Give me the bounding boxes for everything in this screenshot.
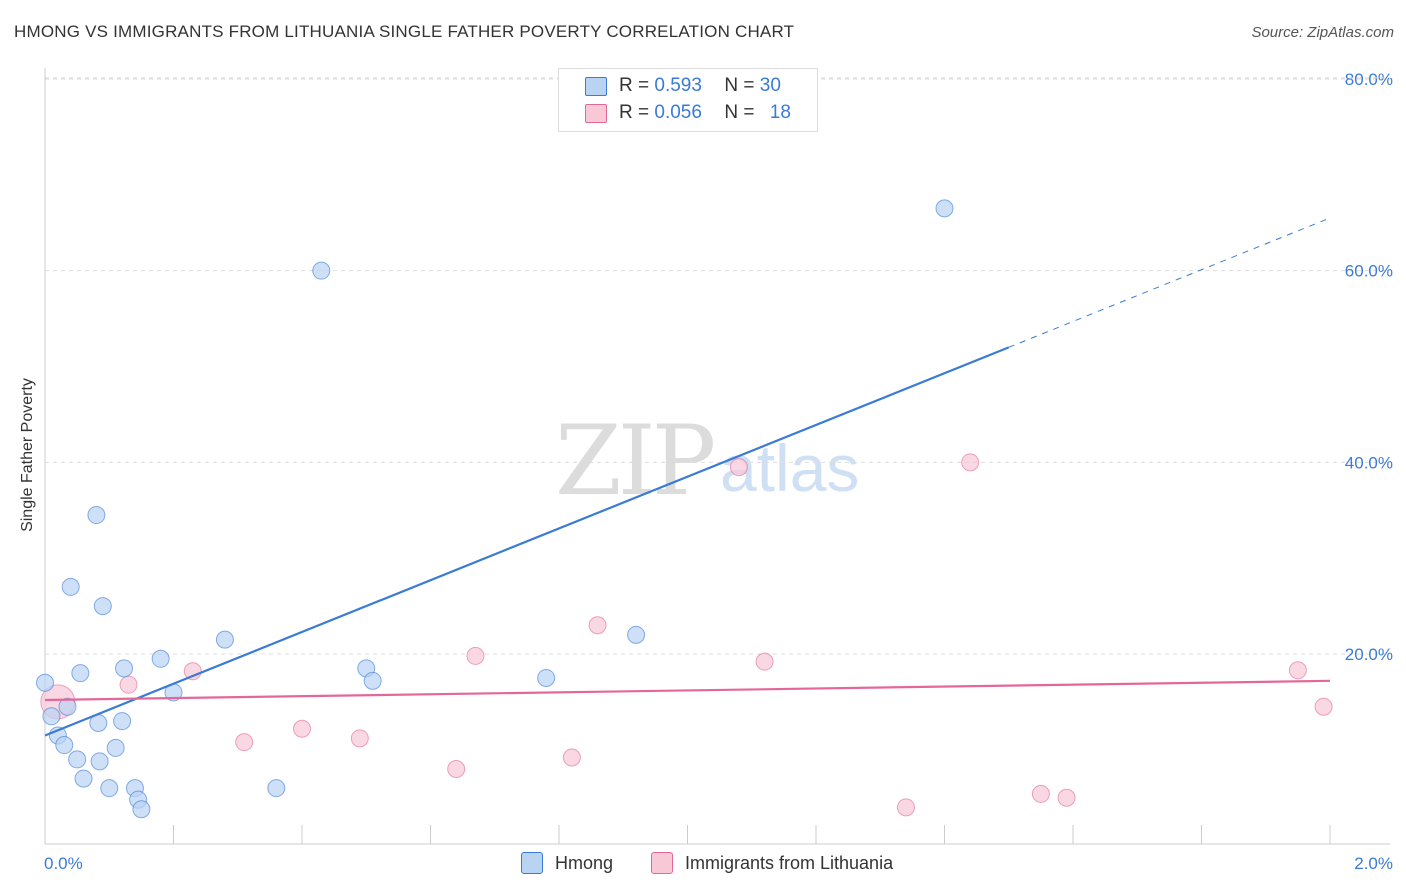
- hmong-point: [215, 630, 234, 649]
- lithuania-point: [729, 458, 748, 477]
- hmong-point: [537, 668, 556, 687]
- hmong-point: [90, 752, 109, 771]
- hmong-point: [100, 779, 119, 798]
- hmong-point: [627, 625, 646, 644]
- legend-n-value: 18: [769, 102, 791, 123]
- chart-title: HMONG VS IMMIGRANTS FROM LITHUANIA SINGL…: [14, 22, 795, 41]
- legend-label-hmong: Hmong: [555, 852, 614, 873]
- hmong-point: [42, 707, 61, 726]
- lithuania-point: [1031, 784, 1050, 803]
- hmong-point: [115, 659, 134, 678]
- legend-n-label: N =: [724, 75, 755, 96]
- legend-r-label: R =: [619, 75, 650, 96]
- lithuania-trend-line: [44, 679, 1331, 702]
- legend-row-hmong: R = 0.593 N = 30: [585, 75, 781, 97]
- hmong-point: [55, 736, 74, 755]
- hmong-point: [113, 712, 132, 731]
- y-tick-label: 60.0%: [1345, 262, 1393, 281]
- hmong-legend-icon: [521, 852, 543, 874]
- lithuania-legend-icon: [651, 852, 673, 874]
- y-tick-label: 80.0%: [1345, 70, 1393, 89]
- hmong-point: [106, 738, 125, 757]
- legend-r-value: 0.056: [654, 102, 702, 123]
- x-tick-label-max: 2.0%: [1354, 854, 1393, 873]
- legend-n-label: N =: [724, 102, 755, 123]
- lithuania-point: [466, 646, 485, 665]
- lithuania-point: [961, 453, 980, 472]
- hmong-point: [36, 673, 54, 692]
- lithuania-point: [350, 729, 369, 748]
- hmong-point: [68, 750, 87, 769]
- lithuania-point: [896, 798, 915, 817]
- legend-r-value: 0.593: [654, 75, 702, 96]
- lithuania-point: [755, 652, 774, 671]
- hmong-trend-line: [44, 346, 1010, 737]
- y-tick-label: 20.0%: [1345, 645, 1393, 664]
- lithuania-point: [588, 616, 607, 635]
- hmong-point: [312, 261, 331, 280]
- legend-n-value: 30: [759, 75, 781, 96]
- hmong-swatch-icon: [585, 76, 607, 96]
- hmong-point: [71, 664, 90, 683]
- hmong-point: [151, 649, 170, 668]
- lithuania-point: [562, 748, 581, 767]
- lithuania-point: [183, 662, 202, 681]
- lithuania-point: [1288, 661, 1307, 680]
- lithuania-point: [1057, 788, 1076, 807]
- correlation-legend: R = 0.593 N = 30 R = 0.056 N = 18: [558, 68, 818, 132]
- hmong-point: [61, 577, 80, 596]
- hmong-point: [363, 671, 382, 690]
- lithuania-point: [235, 733, 254, 752]
- bottom-legend-lithuania: Immigrants from Lithuania: [651, 852, 893, 874]
- hmong-point: [87, 506, 106, 525]
- hmong-point: [132, 800, 151, 819]
- lithuania-point: [447, 760, 466, 778]
- bottom-legend-hmong: Hmong: [521, 852, 613, 874]
- legend-r-label: R =: [619, 102, 650, 123]
- y-tick-label: 40.0%: [1345, 453, 1393, 472]
- lithuania-point: [119, 675, 138, 694]
- x-tick-label-min: 0.0%: [44, 854, 83, 873]
- hmong-point: [58, 697, 77, 716]
- hmong-trend-extension: [1008, 217, 1331, 348]
- hmong-point: [74, 769, 93, 788]
- hmong-point: [267, 779, 286, 798]
- lithuania-point: [293, 719, 311, 738]
- hmong-point: [935, 199, 954, 218]
- lithuania-point: [1314, 697, 1333, 716]
- legend-row-lithuania: R = 0.056 N = 18: [585, 102, 791, 124]
- legend-label-lithuania: Immigrants from Lithuania: [685, 852, 894, 873]
- source-credit: Source: ZipAtlas.com: [1251, 24, 1394, 41]
- lithuania-swatch-icon: [585, 103, 607, 123]
- hmong-point: [93, 597, 112, 616]
